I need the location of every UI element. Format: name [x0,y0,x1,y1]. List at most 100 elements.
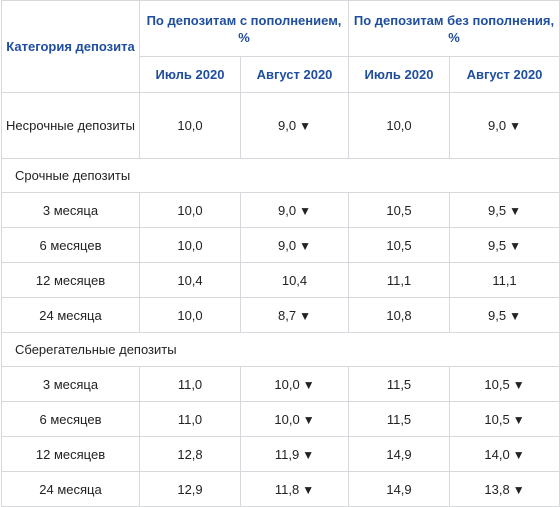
rate-cell: 8,7 ▼ [240,297,349,333]
rate-cell: 11,5 [348,366,450,402]
rate-cell: 11,8 ▼ [240,471,349,507]
rate-cell: 9,5 ▼ [449,297,560,333]
row-label: 6 месяцев [1,401,140,437]
rate-cell: 11,1 [449,262,560,298]
rate-value: 11,1 [492,272,517,288]
header-group-no-refill: По депозитам без пополнения, % [348,0,560,57]
rate-value: 9,0 [488,118,507,133]
row-label: 24 месяца [1,471,140,507]
rate-value: 10,5 [484,376,510,392]
rate-value: 14,9 [386,446,412,462]
rate-value: 10,0 [274,376,300,392]
rate-value: 10,0 [274,411,300,427]
table-row: 6 месяцев 11,0 10,0 ▼ 11,5 10,5 ▼ [1,401,560,437]
rate-value: 11,1 [386,272,412,288]
rate-value: 11,0 [177,376,203,392]
down-arrow-icon: ▼ [509,238,521,253]
down-arrow-icon: ▼ [512,447,525,462]
header-row-groups: Категория депозита По депозитам с пополн… [1,0,560,93]
rate-cell: 9,5 ▼ [449,227,560,263]
header-group-refill: По депозитам с пополнением, % [139,0,349,57]
rate-cell: 9,0 ▼ [449,92,560,159]
down-arrow-icon: ▼ [302,377,315,392]
rate-cell: 10,8 [348,297,450,333]
table-row: 24 месяца 10,0 8,7 ▼ 10,8 9,5 ▼ [1,297,560,333]
table-row: 12 месяцев 12,8 11,9 ▼ 14,9 14,0 ▼ [1,436,560,472]
rate-value: 10,5 [386,202,412,218]
table-row: 3 месяца 11,0 10,0 ▼ 11,5 10,5 ▼ [1,366,560,402]
rate-value: 8,7 [278,307,297,323]
rate-value: 9,0 [278,237,297,253]
down-arrow-icon: ▼ [509,308,521,323]
rate-cell: 14,9 [348,436,450,472]
table-row: 3 месяца 10,0 9,0 ▼ 10,5 9,5 ▼ [1,192,560,228]
down-arrow-icon: ▼ [299,119,311,133]
section-header-row: Срочные депозиты [1,158,560,193]
rate-cell: 9,5 ▼ [449,192,560,228]
rate-cell: 11,1 [348,262,450,298]
row-label: 12 месяцев [1,436,140,472]
rate-cell: 11,5 [348,401,450,437]
rate-cell: 10,5 ▼ [449,401,560,437]
down-arrow-icon: ▼ [512,377,525,392]
down-arrow-icon: ▼ [302,482,315,497]
rate-value: 10,4 [177,272,203,288]
rate-cell: 11,0 [139,366,241,402]
rate-cell: 14,9 [348,471,450,507]
rate-cell: 10,0 ▼ [240,401,349,437]
header-month: Июль 2020 [139,56,241,93]
table-row: 6 месяцев 10,0 9,0 ▼ 10,5 9,5 ▼ [1,227,560,263]
rate-value: 9,5 [488,307,507,323]
rate-value: 13,8 [484,481,510,497]
rate-value: 14,0 [484,446,510,462]
rate-value: 11,5 [386,411,412,427]
table-row: 12 месяцев 10,4 10,4 11,1 11,1 [1,262,560,298]
rate-cell: 9,0 ▼ [240,227,349,263]
rate-cell: 10,5 [348,192,450,228]
down-arrow-icon: ▼ [302,412,315,427]
row-label: 3 месяца [1,366,140,402]
rate-value: 14,9 [386,481,412,497]
down-arrow-icon: ▼ [299,203,311,218]
down-arrow-icon: ▼ [509,119,521,133]
rate-cell: 12,8 [139,436,241,472]
section-header-row: Сберегательные депозиты [1,332,560,367]
rate-cell: 14,0 ▼ [449,436,560,472]
down-arrow-icon: ▼ [512,482,525,497]
rate-value: 9,0 [278,202,297,218]
table-row: 24 месяца 12,9 11,8 ▼ 14,9 13,8 ▼ [1,471,560,507]
rate-cell: 10,5 ▼ [449,366,560,402]
rate-value: 10,8 [386,307,412,323]
rate-value: 11,0 [177,411,203,427]
row-label: 24 месяца [1,297,140,333]
rate-value: 9,5 [488,237,507,253]
rate-cell: 10,0 [139,192,241,228]
rate-value: 10,0 [177,118,203,133]
down-arrow-icon: ▼ [509,203,521,218]
rate-value: 10,0 [177,202,203,218]
down-arrow-icon: ▼ [512,412,525,427]
rate-cell: 10,4 [240,262,349,298]
rate-value: 11,8 [274,481,300,497]
section-title: Срочные депозиты [1,158,560,193]
down-arrow-icon: ▼ [299,308,311,323]
rate-value: 10,5 [386,237,412,253]
rate-cell: 10,0 [139,297,241,333]
row-label: 12 месяцев [1,262,140,298]
rate-value: 9,5 [488,202,507,218]
row-label: Несрочные депозиты [1,92,140,159]
rate-value: 10,5 [484,411,510,427]
rate-cell: 10,0 ▼ [240,366,349,402]
section-title: Сберегательные депозиты [1,332,560,367]
rate-value: 11,9 [274,446,300,462]
rate-cell: 11,9 ▼ [240,436,349,472]
rate-value: 12,9 [177,481,203,497]
rate-cell: 9,0 ▼ [240,192,349,228]
rate-value: 10,4 [281,272,308,288]
rate-cell: 11,0 [139,401,241,437]
table-row: Несрочные депозиты 10,0 9,0 ▼ 10,0 9,0 ▼ [1,92,560,159]
header-row-months: Июль 2020 Август 2020 Июль 2020 Август 2… [2,56,560,93]
rate-cell: 10,4 [139,262,241,298]
rate-value: 9,0 [278,118,297,133]
